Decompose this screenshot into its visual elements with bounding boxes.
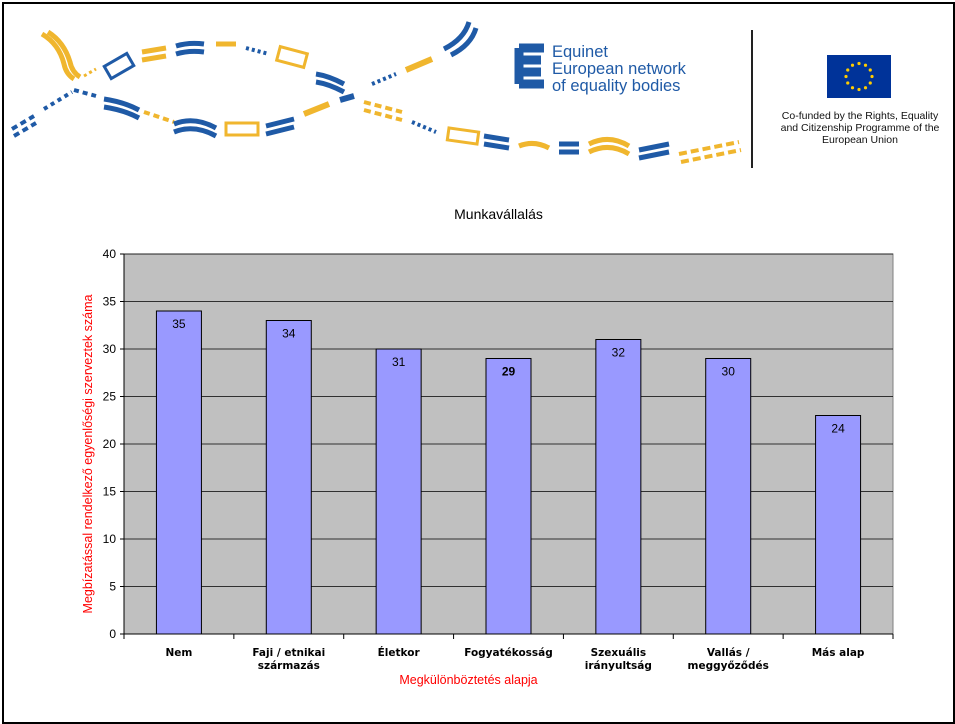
y-tick-label: 0 [109, 627, 116, 641]
eu-star-icon [857, 87, 861, 92]
data-label: 29 [502, 365, 516, 379]
chart-title: Munkavállalás [454, 206, 543, 222]
x-tick-label: Vallás / [707, 647, 750, 659]
funding-line3: European Union [822, 134, 898, 146]
eu-star-icon [844, 74, 848, 79]
bar [265, 320, 312, 635]
bar [485, 358, 532, 635]
data-label: 24 [831, 422, 845, 436]
funding-line2: and Citizenship Programme of the [780, 122, 940, 134]
eu-star-icon [868, 81, 872, 85]
eu-star-icon [846, 68, 850, 72]
y-axis-title: Megbízatással rendelkező egyenlőségi sze… [81, 294, 95, 613]
funding-line1: Co-funded by the Rights, Equality [781, 110, 939, 122]
org-name-line1: Equinet [552, 43, 608, 61]
eu-star-icon [863, 63, 868, 67]
data-label: 34 [282, 327, 296, 341]
y-tick-label: 30 [103, 342, 117, 356]
org-name-line2: European network [552, 60, 686, 78]
eu-star-icon [850, 86, 855, 90]
org-name-line3: of equality bodies [552, 77, 681, 95]
data-label: 32 [612, 346, 626, 360]
eu-star-icon [857, 61, 861, 66]
bar [705, 358, 752, 635]
data-label: 30 [722, 365, 736, 379]
eu-star-icon [870, 74, 874, 79]
eu-star-icon [863, 86, 868, 90]
data-label: 35 [172, 317, 186, 331]
x-tick-label: Nem [165, 647, 192, 659]
x-tick-label: Életkor [378, 646, 421, 659]
eu-star-icon [868, 68, 872, 72]
header-divider [751, 30, 753, 168]
x-axis-title: Megkülönböztetés alapja [399, 673, 537, 687]
bar [815, 415, 862, 635]
eu-star-icon [846, 81, 850, 85]
eu-flag-icon [827, 55, 891, 98]
y-tick-label: 40 [103, 247, 117, 261]
x-tick-label: meggyőződés [688, 660, 769, 672]
x-tick-label: származás [258, 660, 320, 672]
data-label: 31 [392, 355, 406, 369]
bar [595, 339, 642, 635]
y-tick-label: 20 [103, 437, 117, 451]
y-tick-label: 25 [103, 390, 117, 404]
x-tick-label: Szexuális [591, 647, 647, 659]
y-tick-label: 5 [109, 580, 116, 594]
y-tick-label: 10 [103, 532, 117, 546]
equinet-wave-banner [10, 21, 742, 164]
x-tick-label: Más alap [812, 647, 865, 659]
bar [155, 310, 202, 635]
equinet-logo-text: Equinet European network of equality bod… [552, 44, 686, 95]
eu-star-icon [850, 63, 855, 67]
x-tick-label: Faji / etnikai [252, 647, 325, 659]
funding-statement: Co-funded by the Rights, Equality and Ci… [760, 110, 953, 146]
bar [375, 348, 422, 635]
bar-chart: 0 5 10 15 20 25 30 35 40 35 Nem 34 Faji / etnikaiszá… [81, 206, 894, 687]
x-tick-label: Fogyatékosság [464, 647, 553, 659]
y-tick-label: 35 [103, 295, 117, 309]
x-tick-label: irányultság [585, 660, 652, 672]
y-tick-label: 15 [103, 485, 117, 499]
